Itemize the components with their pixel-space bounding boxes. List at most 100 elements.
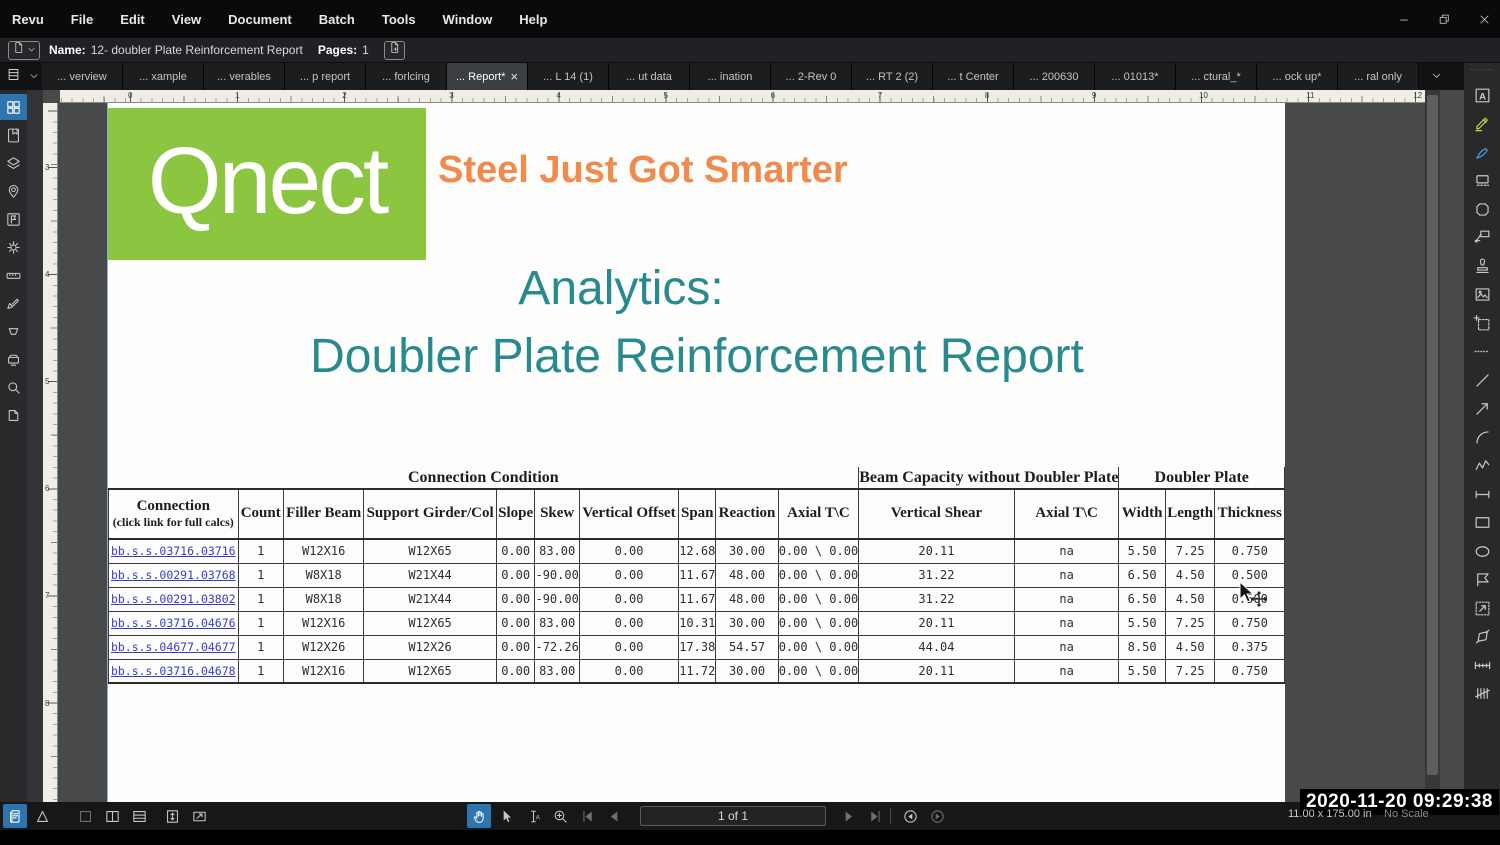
- spaces-pin-icon[interactable]: [0, 178, 27, 204]
- ruler-icon[interactable]: [0, 262, 27, 288]
- zoom-in-icon[interactable]: [548, 804, 572, 828]
- svg-text:A: A: [1479, 91, 1486, 102]
- projector-icon[interactable]: [0, 346, 27, 372]
- delta-flag-icon[interactable]: [30, 804, 54, 828]
- tab-0[interactable]: ... verview: [42, 63, 123, 90]
- signature-pen-icon[interactable]: [0, 290, 27, 316]
- gear-icon[interactable]: [0, 234, 27, 260]
- page-prev-icon[interactable]: [602, 804, 626, 828]
- dimension-icon[interactable]: [1472, 484, 1492, 504]
- menu-item-help[interactable]: Help: [519, 11, 548, 27]
- markups-flag-icon[interactable]: [0, 206, 27, 232]
- page-last-icon[interactable]: [863, 804, 887, 828]
- polyline-icon[interactable]: [1472, 456, 1492, 476]
- split-horizontal-icon[interactable]: [127, 804, 151, 828]
- single-pane-icon[interactable]: [73, 804, 97, 828]
- tab-12[interactable]: ... 200630: [1014, 63, 1095, 90]
- tab-13[interactable]: ... 01013*: [1095, 63, 1176, 90]
- area-polygon-icon[interactable]: [1472, 627, 1492, 647]
- image-icon[interactable]: [1472, 285, 1492, 305]
- table-cell: bb.s.s.03716.04678: [108, 658, 239, 684]
- tab-10[interactable]: ... RT 2 (2): [852, 63, 933, 90]
- callout-icon[interactable]: [1472, 228, 1492, 248]
- sync-views-icon[interactable]: [160, 804, 184, 828]
- ellipse-icon[interactable]: [1472, 541, 1492, 561]
- snapshot-icon[interactable]: [1472, 313, 1492, 333]
- menu-item-file[interactable]: File: [70, 11, 94, 27]
- search-icon[interactable]: [0, 374, 27, 400]
- select-cursor-icon[interactable]: [494, 804, 518, 828]
- close-icon[interactable]: [1476, 11, 1492, 27]
- thumbnails-grid-icon[interactable]: [0, 94, 27, 120]
- menu-item-batch[interactable]: Batch: [318, 11, 355, 27]
- menu-item-window[interactable]: Window: [442, 11, 493, 27]
- page-next-icon[interactable]: [836, 804, 860, 828]
- new-page-button[interactable]: [383, 40, 405, 60]
- panel-toggle-icon[interactable]: [0, 63, 26, 90]
- tab-15[interactable]: ... ock up*: [1257, 63, 1338, 90]
- tab-7[interactable]: ... ut data: [609, 63, 690, 90]
- count-tally-icon[interactable]: [1472, 684, 1492, 704]
- eraser-pad-icon[interactable]: [1472, 171, 1492, 191]
- arrow-icon[interactable]: [1472, 399, 1492, 419]
- pan-hand-icon[interactable]: [467, 804, 491, 828]
- form-trapezoid-icon[interactable]: [0, 318, 27, 344]
- tab-14[interactable]: ... ctural_*: [1176, 63, 1257, 90]
- tab-8[interactable]: ... ination: [690, 63, 771, 90]
- menu-item-view[interactable]: View: [171, 11, 202, 27]
- tab-4[interactable]: ... forlcing: [366, 63, 447, 90]
- page-indicator[interactable]: 1 of 1: [640, 806, 826, 826]
- rectangle-icon[interactable]: [1472, 513, 1492, 533]
- minimize-icon[interactable]: [1396, 11, 1412, 27]
- markups-list-icon[interactable]: [3, 804, 27, 828]
- scrollbar-thumb[interactable]: [1427, 95, 1438, 775]
- tab-6[interactable]: ... L 14 (1): [528, 63, 609, 90]
- tab-list-chevron-icon[interactable]: [26, 63, 42, 90]
- connection-link[interactable]: bb.s.s.04677.04677: [110, 640, 236, 654]
- vertical-scrollbar[interactable]: [1425, 90, 1440, 802]
- tab-11[interactable]: ... t Center: [933, 63, 1014, 90]
- tab-overflow-chevron-icon[interactable]: [1419, 63, 1453, 90]
- tab-5[interactable]: ... Report* ×: [447, 63, 528, 90]
- nav-forward-icon[interactable]: [925, 804, 949, 828]
- stamp-icon[interactable]: [1472, 256, 1492, 276]
- tab-16[interactable]: ... ral only: [1338, 63, 1419, 90]
- length-measure-icon[interactable]: [1472, 655, 1492, 675]
- connection-link[interactable]: bb.s.s.03716.04678: [110, 663, 236, 678]
- connection-link[interactable]: bb.s.s.03716.03716: [110, 544, 236, 559]
- measure-rect-icon[interactable]: [1472, 598, 1492, 618]
- tab-close-icon[interactable]: ×: [510, 69, 519, 84]
- table-cell: bb.s.s.03716.03716: [108, 538, 239, 564]
- text-select-icon[interactable]: A: [521, 804, 545, 828]
- toolbar-handle[interactable]: ........: [1470, 65, 1494, 72]
- connection-link[interactable]: bb.s.s.00291.03802: [110, 592, 236, 606]
- highlighter-icon[interactable]: [1472, 114, 1492, 134]
- layers-icon[interactable]: [0, 150, 27, 176]
- tab-9[interactable]: ... 2-Rev 0: [771, 63, 852, 90]
- page-first-icon[interactable]: [575, 804, 599, 828]
- split-vertical-icon[interactable]: [100, 804, 124, 828]
- menu-item-tools[interactable]: Tools: [381, 11, 416, 27]
- menu-item-revu[interactable]: Revu: [12, 11, 44, 27]
- tab-3[interactable]: ... p report: [285, 63, 366, 90]
- tab-2[interactable]: ... verables: [204, 63, 285, 90]
- document-menu-button[interactable]: [8, 40, 40, 60]
- cloud-polygon-icon[interactable]: [1472, 199, 1492, 219]
- detach-view-icon[interactable]: [187, 804, 211, 828]
- nav-back-icon[interactable]: [898, 804, 922, 828]
- text-tool-icon[interactable]: A: [1472, 85, 1492, 105]
- connection-link[interactable]: bb.s.s.00291.03768: [110, 568, 236, 582]
- polygon-flag-icon[interactable]: [1472, 570, 1492, 590]
- menu-item-document[interactable]: Document: [228, 11, 292, 27]
- bookmarks-icon[interactable]: [0, 122, 27, 148]
- line-icon[interactable]: [1472, 370, 1492, 390]
- tab-1[interactable]: ... xample: [123, 63, 204, 90]
- menu-item-edit[interactable]: Edit: [120, 11, 145, 27]
- arc-icon[interactable]: [1472, 427, 1492, 447]
- pen-icon[interactable]: [1472, 142, 1492, 162]
- connection-link[interactable]: bb.s.s.03716.04676: [110, 616, 236, 630]
- table-cell: 12.68: [678, 538, 717, 564]
- restore-icon[interactable]: [1436, 11, 1452, 27]
- links-tag-icon[interactable]: [0, 402, 27, 428]
- table-cell: 1: [237, 538, 284, 564]
